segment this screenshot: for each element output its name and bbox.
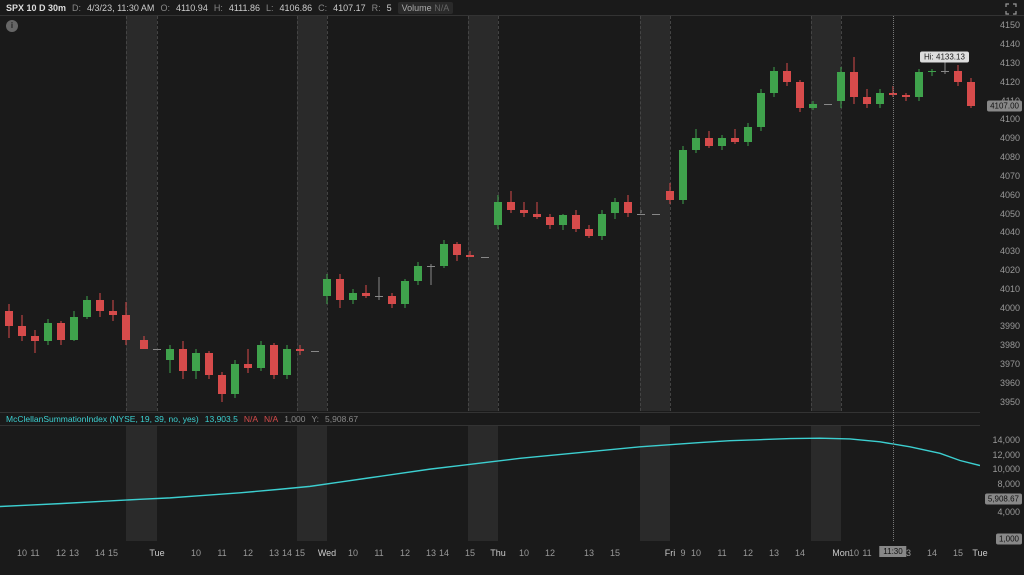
candle	[466, 16, 474, 411]
price-chart[interactable]: Hi: 4133.13	[0, 16, 980, 411]
candle	[744, 16, 752, 411]
candle	[731, 16, 739, 411]
candle	[388, 16, 396, 411]
candle	[323, 16, 331, 411]
candle	[257, 16, 265, 411]
candle	[941, 16, 949, 411]
candle	[652, 16, 660, 411]
candle	[928, 16, 936, 411]
candle	[153, 16, 161, 411]
volume-tag: Volume N/A	[398, 2, 454, 14]
candle	[205, 16, 213, 411]
candle	[679, 16, 687, 411]
candle	[5, 16, 13, 411]
candle	[692, 16, 700, 411]
indicator-chart[interactable]	[0, 426, 980, 541]
candle	[31, 16, 39, 411]
candle	[889, 16, 897, 411]
candle	[70, 16, 78, 411]
chart-container[interactable]: i Hi: 4133.13 39503960397039803990400040…	[0, 16, 1024, 575]
candle	[283, 16, 291, 411]
candle	[624, 16, 632, 411]
candle	[967, 16, 975, 411]
candle	[850, 16, 858, 411]
high-price-tag: Hi: 4133.13	[920, 52, 969, 63]
candle	[244, 16, 252, 411]
candle	[140, 16, 148, 411]
candle	[705, 16, 713, 411]
candle	[296, 16, 304, 411]
candle	[83, 16, 91, 411]
candle	[231, 16, 239, 411]
candle	[915, 16, 923, 411]
candle	[533, 16, 541, 411]
candle	[44, 16, 52, 411]
time-x-axis: 101112131415Tue101112131415Wed1011121314…	[0, 542, 980, 575]
candle	[122, 16, 130, 411]
candle	[349, 16, 357, 411]
candle	[414, 16, 422, 411]
candle	[96, 16, 104, 411]
candle	[427, 16, 435, 411]
candle	[311, 16, 319, 411]
candle	[863, 16, 871, 411]
price-y-axis: 3950396039703980399040004010402040304040…	[980, 16, 1024, 411]
indicator-y-axis: 4,0006,0008,00010,00012,00014,0005,908.6…	[980, 426, 1024, 541]
candle	[270, 16, 278, 411]
candle	[824, 16, 832, 411]
candle	[440, 16, 448, 411]
candle	[453, 16, 461, 411]
candle	[481, 16, 489, 411]
candle	[796, 16, 804, 411]
candle	[520, 16, 528, 411]
candle	[109, 16, 117, 411]
candle	[902, 16, 910, 411]
symbol: SPX 10 D 30m	[6, 3, 66, 13]
candle	[757, 16, 765, 411]
candle	[876, 16, 884, 411]
candle	[507, 16, 515, 411]
candle	[572, 16, 580, 411]
candle	[362, 16, 370, 411]
expand-icon[interactable]	[1004, 2, 1018, 16]
candle	[718, 16, 726, 411]
candle	[375, 16, 383, 411]
candle	[57, 16, 65, 411]
candle	[192, 16, 200, 411]
chart-header: SPX 10 D 30m D: 4/3/23, 11:30 AM O:4110.…	[0, 0, 1024, 16]
candle	[637, 16, 645, 411]
candle	[598, 16, 606, 411]
candle	[559, 16, 567, 411]
candle	[494, 16, 502, 411]
candle	[770, 16, 778, 411]
candle	[611, 16, 619, 411]
candle	[179, 16, 187, 411]
indicator-header: McClellanSummationIndex (NYSE, 19, 39, n…	[0, 412, 980, 426]
candle	[954, 16, 962, 411]
candle	[546, 16, 554, 411]
info-icon[interactable]: i	[6, 20, 18, 32]
candle	[401, 16, 409, 411]
candle	[336, 16, 344, 411]
candle	[166, 16, 174, 411]
candle	[837, 16, 845, 411]
current-price-tag: 4107.00	[987, 101, 1022, 112]
candle	[218, 16, 226, 411]
candle	[666, 16, 674, 411]
candle	[809, 16, 817, 411]
candle	[783, 16, 791, 411]
candle	[585, 16, 593, 411]
candle	[18, 16, 26, 411]
